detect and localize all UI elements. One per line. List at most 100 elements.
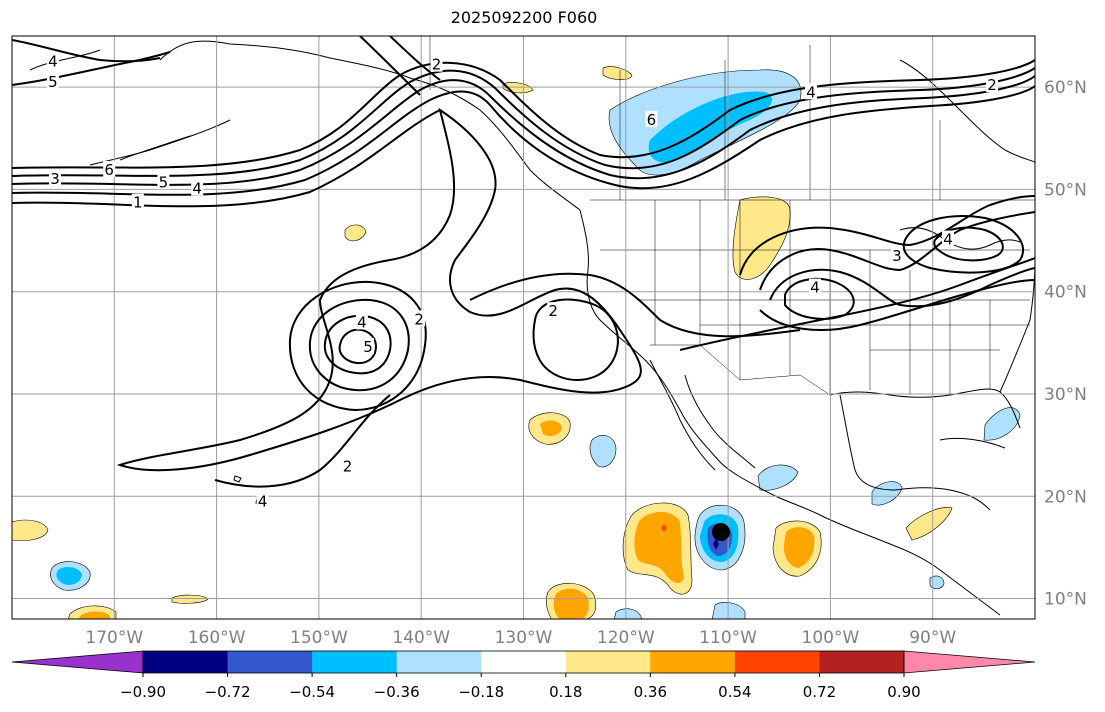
shade-pacific-orange-large xyxy=(634,511,684,584)
contour-us-ring xyxy=(784,277,855,320)
lat-tick-label: 20°N xyxy=(1044,487,1087,507)
contour-label-bg xyxy=(986,76,999,93)
shade-mx-west-blue xyxy=(757,464,799,491)
lon-tick-label: 120°W xyxy=(597,628,655,648)
shade-south-orange xyxy=(553,588,589,619)
lat-tick-label: 40°N xyxy=(1044,283,1087,303)
contour-label: 4 xyxy=(258,492,268,510)
contour-label: 4 xyxy=(943,231,953,249)
contour-band-4 xyxy=(12,85,1035,196)
lat-tick-label: 10°N xyxy=(1044,590,1087,610)
shade-baja-orange xyxy=(540,420,562,436)
contour-label-bg xyxy=(157,173,170,190)
island-cuba xyxy=(939,437,1006,449)
shade-far-west-mid-blue xyxy=(56,566,82,585)
contour-label: 2 xyxy=(548,302,558,320)
contour-label-bg xyxy=(942,230,955,247)
contour-band-3 xyxy=(12,75,1035,186)
contour-label: 4 xyxy=(357,313,367,331)
lon-tick-label: 110°W xyxy=(699,628,757,648)
coast-alaska-peninsula xyxy=(89,119,231,166)
contour-label-bg xyxy=(362,337,375,354)
contour-label-layer: 4 5 2 6 5 4 1 3 6 4 2 4 5 2 2 4 4 3 2 4 xyxy=(46,52,999,510)
contour-label: 2 xyxy=(343,458,353,476)
coast-east xyxy=(999,259,1035,393)
colorbar-bin xyxy=(734,651,820,673)
lat-tick-label: 30°N xyxy=(1044,385,1087,405)
contour-label: 5 xyxy=(159,173,169,191)
anomaly-shading xyxy=(12,66,1021,619)
colorbar-tick-label: 0.54 xyxy=(718,683,751,701)
lon-tick-label: 160°W xyxy=(188,628,246,648)
colorbar-bin xyxy=(819,651,905,673)
lat-tick-label: 50°N xyxy=(1044,180,1087,200)
shade-small-blue-cam xyxy=(929,575,945,589)
shade-pacific-red-dot xyxy=(661,524,667,532)
lon-tick-label: 140°W xyxy=(392,628,450,648)
contour-us-3 xyxy=(739,195,1035,276)
contour-loop-south xyxy=(214,394,391,488)
contour-us-4 xyxy=(769,267,1035,308)
lon-tick-label: 100°W xyxy=(802,628,860,648)
shade-storm-navy xyxy=(713,538,719,550)
colorbar-tick-label: 0.18 xyxy=(549,683,582,701)
shade-florida-blue xyxy=(983,407,1021,441)
contour-label-bg xyxy=(46,73,59,90)
shade-canada-mid-blue xyxy=(648,91,773,163)
colorbar-bin xyxy=(481,651,567,673)
colorbar-bin xyxy=(227,651,313,673)
lon-tick-label: 170°W xyxy=(85,628,143,648)
contour-label-bg xyxy=(191,179,204,196)
contour-label: 3 xyxy=(50,170,60,188)
contour-lines xyxy=(12,36,1035,488)
shade-sw-orange-bottom xyxy=(78,611,110,619)
contour-nw-3 xyxy=(359,36,441,96)
contour-nw-2 xyxy=(12,51,171,86)
contour-label-bg xyxy=(341,457,354,474)
coast-aleutians xyxy=(29,49,191,161)
colorbar-tick-label: −0.72 xyxy=(205,683,251,701)
contour-label-bg xyxy=(804,83,817,100)
contour-label: 2 xyxy=(414,310,424,328)
contour-gl-outer xyxy=(902,215,1025,274)
contour-label-bg xyxy=(48,170,61,187)
lon-tick-label: 130°W xyxy=(495,628,553,648)
contour-label: 4 xyxy=(810,279,820,297)
shade-baja-light-blue xyxy=(589,435,617,468)
storm-center-marker xyxy=(711,523,730,542)
colorbar-frame xyxy=(142,650,905,674)
contour-label: 6 xyxy=(104,161,114,179)
contour-label: 3 xyxy=(892,247,902,265)
contour-label: 1 xyxy=(133,194,143,212)
latitude-tick-labels: 10°N 20°N 30°N 40°N 50°N 60°N xyxy=(1044,78,1087,609)
coast-alaska xyxy=(159,40,581,211)
contour-label-bg xyxy=(131,193,144,210)
coast-mexico-pacific xyxy=(759,487,1001,616)
colorbar-bin xyxy=(143,651,229,673)
contour-label-bg xyxy=(256,492,269,509)
colorbar-tick-label: −0.18 xyxy=(458,683,504,701)
contour-high-core xyxy=(338,328,377,365)
contour-label: 4 xyxy=(192,179,202,197)
map-frame xyxy=(11,35,1036,620)
contour-label-bg xyxy=(355,313,368,330)
colorbar-over-extend xyxy=(903,650,1036,674)
colorbar-tick-label: −0.54 xyxy=(289,683,335,701)
longitude-tick-labels: 170°W 160°W 150°W 140°W 130°W 120°W 110°W 100°W… xyxy=(85,628,956,648)
contour-band-2 xyxy=(12,67,1035,177)
contour-label: 5 xyxy=(48,73,58,91)
coast-great-lakes xyxy=(899,227,1021,250)
contour-us-2 xyxy=(759,211,1035,291)
lon-tick-label: 150°W xyxy=(290,628,348,648)
lon-tick-label: 90°W xyxy=(909,628,956,648)
figure-title: 2025092200 F060 xyxy=(450,8,598,27)
colorbar: −0.90 −0.72 −0.54 −0.36 −0.18 0.18 0.36 0.54 0.7… xyxy=(11,650,1036,701)
colorbar-tick-label: 0.90 xyxy=(887,683,920,701)
contour-label-bg xyxy=(645,110,658,127)
colorbar-bin xyxy=(312,651,398,673)
shade-small-blue-s2 xyxy=(613,608,642,619)
contour-label: 2 xyxy=(987,76,997,94)
colorbar-tick-label: 0.72 xyxy=(803,683,836,701)
